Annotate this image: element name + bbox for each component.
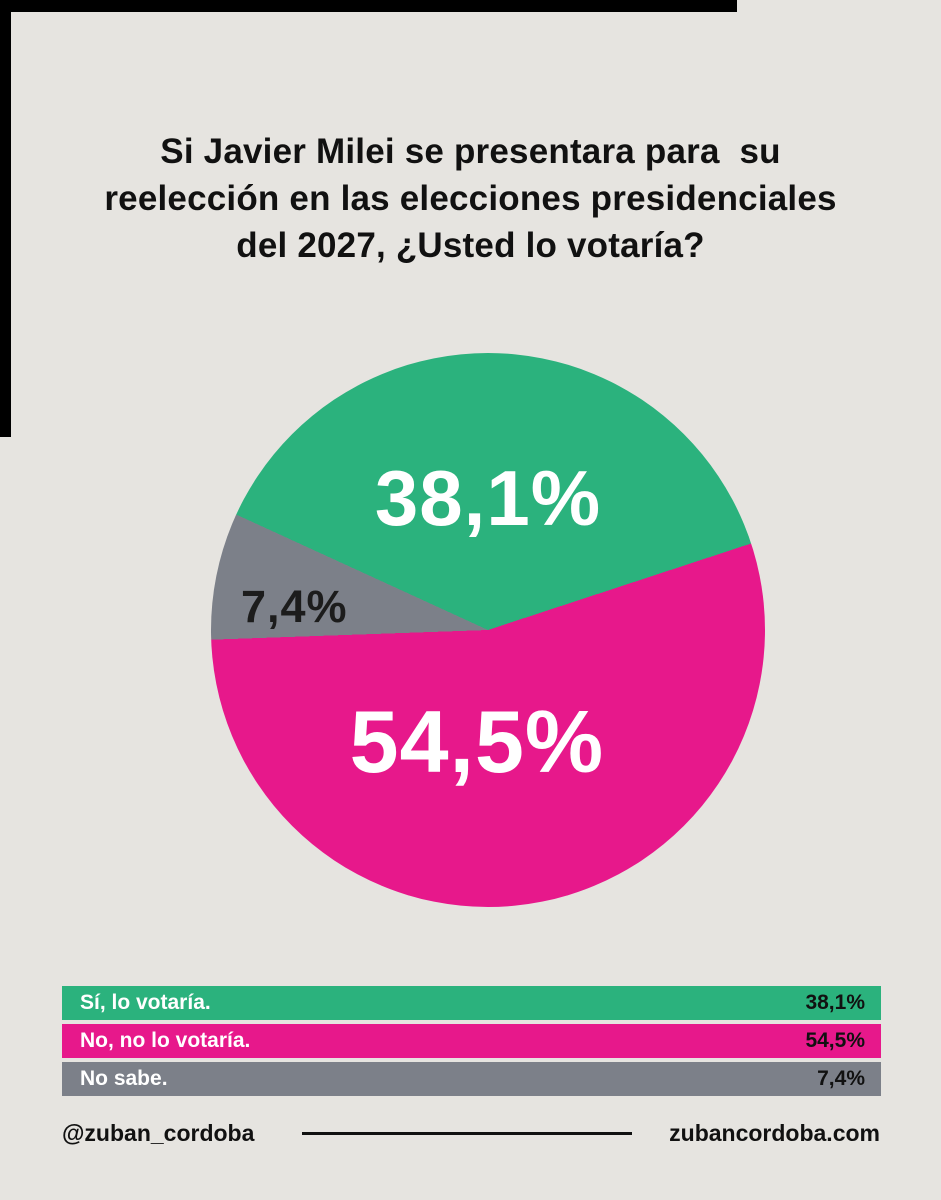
legend-row-no-lo-votaria: No, no lo votaría. 54,5% bbox=[62, 1024, 881, 1058]
pie-label-no-lo-votaria: 54,5% bbox=[349, 692, 605, 791]
pie-label-si-lo-votaria: 38,1% bbox=[374, 454, 602, 542]
pie-chart: 38,1% 54,5% 7,4% bbox=[211, 353, 765, 907]
legend-label: No sabe. bbox=[80, 1067, 168, 1090]
legend-value: 7,4% bbox=[817, 1067, 865, 1090]
page-title: Si Javier Milei se presentara para su re… bbox=[40, 128, 901, 269]
scan-artifact-top bbox=[0, 0, 737, 12]
legend-label: Sí, lo votaría. bbox=[80, 991, 211, 1014]
pie-label-no-sabe: 7,4% bbox=[241, 581, 348, 632]
title-line: reelección en las elecciones presidencia… bbox=[104, 179, 837, 218]
scan-artifact-left bbox=[0, 0, 11, 437]
legend-row-no-sabe: No sabe. 7,4% bbox=[62, 1062, 881, 1096]
legend-value: 54,5% bbox=[805, 1029, 865, 1052]
legend-row-si-lo-votaria: Sí, lo votaría. 38,1% bbox=[62, 986, 881, 1020]
twitter-handle: @zuban_cordoba bbox=[62, 1120, 255, 1146]
footer: @zuban_cordoba zubancordoba.com bbox=[62, 1120, 880, 1147]
title-line: del 2027, ¿Usted lo votaría? bbox=[236, 226, 705, 265]
legend: Sí, lo votaría. 38,1% No, no lo votaría.… bbox=[62, 986, 881, 1100]
pie-graphic bbox=[211, 353, 765, 907]
legend-label: No, no lo votaría. bbox=[80, 1029, 251, 1052]
title-line: Si Javier Milei se presentara para su bbox=[160, 132, 781, 171]
legend-value: 38,1% bbox=[805, 991, 865, 1014]
website-text: zubancordoba.com bbox=[669, 1120, 880, 1146]
footer-divider-line bbox=[302, 1132, 633, 1135]
